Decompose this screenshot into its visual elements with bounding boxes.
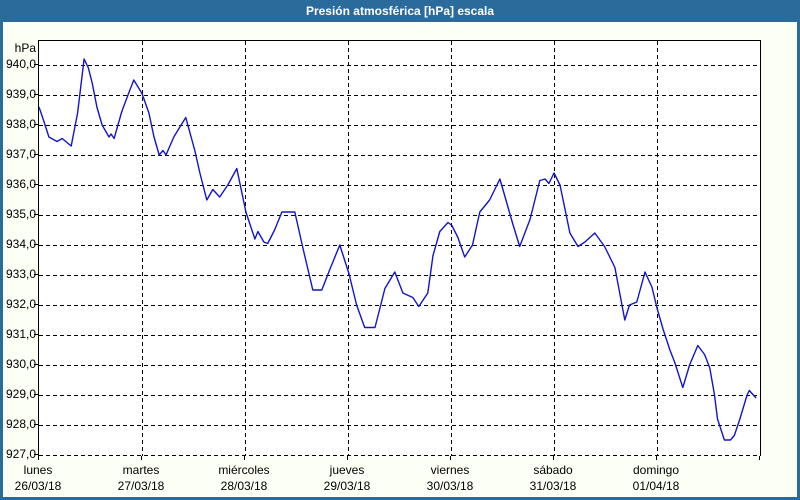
pressure-line-chart [39,41,760,456]
y-tick-mark [34,454,39,455]
x-date-label: 27/03/18 [117,479,165,493]
x-tick-mark [141,456,142,460]
y-tick-mark [34,244,39,245]
y-axis-labels: 940,0 939,0 938,0 937,0 936,0 935,0 934,0 933,0… [3,22,36,497]
x-tick-mark [553,456,554,460]
y-tick-mark [34,214,39,215]
x-day-label: miércoles [218,463,270,477]
x-date-label: 28/03/18 [220,479,268,493]
x-tick-mark [38,456,39,460]
pressure-series-line [39,58,757,441]
y-tick-mark [34,304,39,305]
title-bar: Presión atmosférica [hPa] escala [0,0,800,22]
x-date-label: 30/03/18 [426,479,474,493]
y-tick-label: 932,0 [5,297,36,311]
x-date-label: 31/03/18 [529,479,577,493]
x-tick-mark [244,456,245,460]
y-tick-label: 927,0 [5,447,36,461]
chart-client-area: hPa 940,0 939,0 938,0 937,0 936,0 935,0 934,0 9… [3,22,797,497]
y-tick-mark [34,124,39,125]
y-tick-mark [34,184,39,185]
y-tick-mark [34,94,39,95]
x-tick-mark [450,456,451,460]
x-date-label: 29/03/18 [323,479,371,493]
window-title: Presión atmosférica [hPa] escala [305,4,495,18]
x-date-label: 01/04/18 [632,479,680,493]
y-axis-unit-label: hPa [14,41,36,55]
y-tick-label: 929,0 [5,387,36,401]
y-tick-label: 938,0 [5,117,36,131]
y-tick-mark [34,274,39,275]
x-date-label: 26/03/18 [14,479,62,493]
y-tick-label: 933,0 [5,267,36,281]
x-day-label: martes [122,463,160,477]
y-tick-label: 931,0 [5,327,36,341]
x-day-label: lunes [23,463,53,477]
y-tick-mark [34,64,39,65]
plot-area [38,40,761,456]
y-tick-label: 936,0 [5,177,36,191]
x-day-label: domingo [632,463,680,477]
y-tick-label: 935,0 [5,207,36,221]
y-tick-mark [34,424,39,425]
y-tick-mark [34,364,39,365]
x-tick-mark [656,456,657,460]
x-tick-mark [347,456,348,460]
y-tick-mark [34,154,39,155]
x-day-label: viernes [430,463,470,477]
x-day-label: jueves [329,463,365,477]
y-tick-label: 940,0 [5,57,36,71]
y-tick-label: 939,0 [5,87,36,101]
y-tick-label: 937,0 [5,147,36,161]
x-day-label: sábado [533,463,573,477]
y-tick-mark [34,334,39,335]
y-tick-label: 930,0 [5,357,36,371]
y-tick-label: 934,0 [5,237,36,251]
x-tick-mark [759,456,760,460]
y-tick-label: 928,0 [5,417,36,431]
y-tick-mark [34,394,39,395]
